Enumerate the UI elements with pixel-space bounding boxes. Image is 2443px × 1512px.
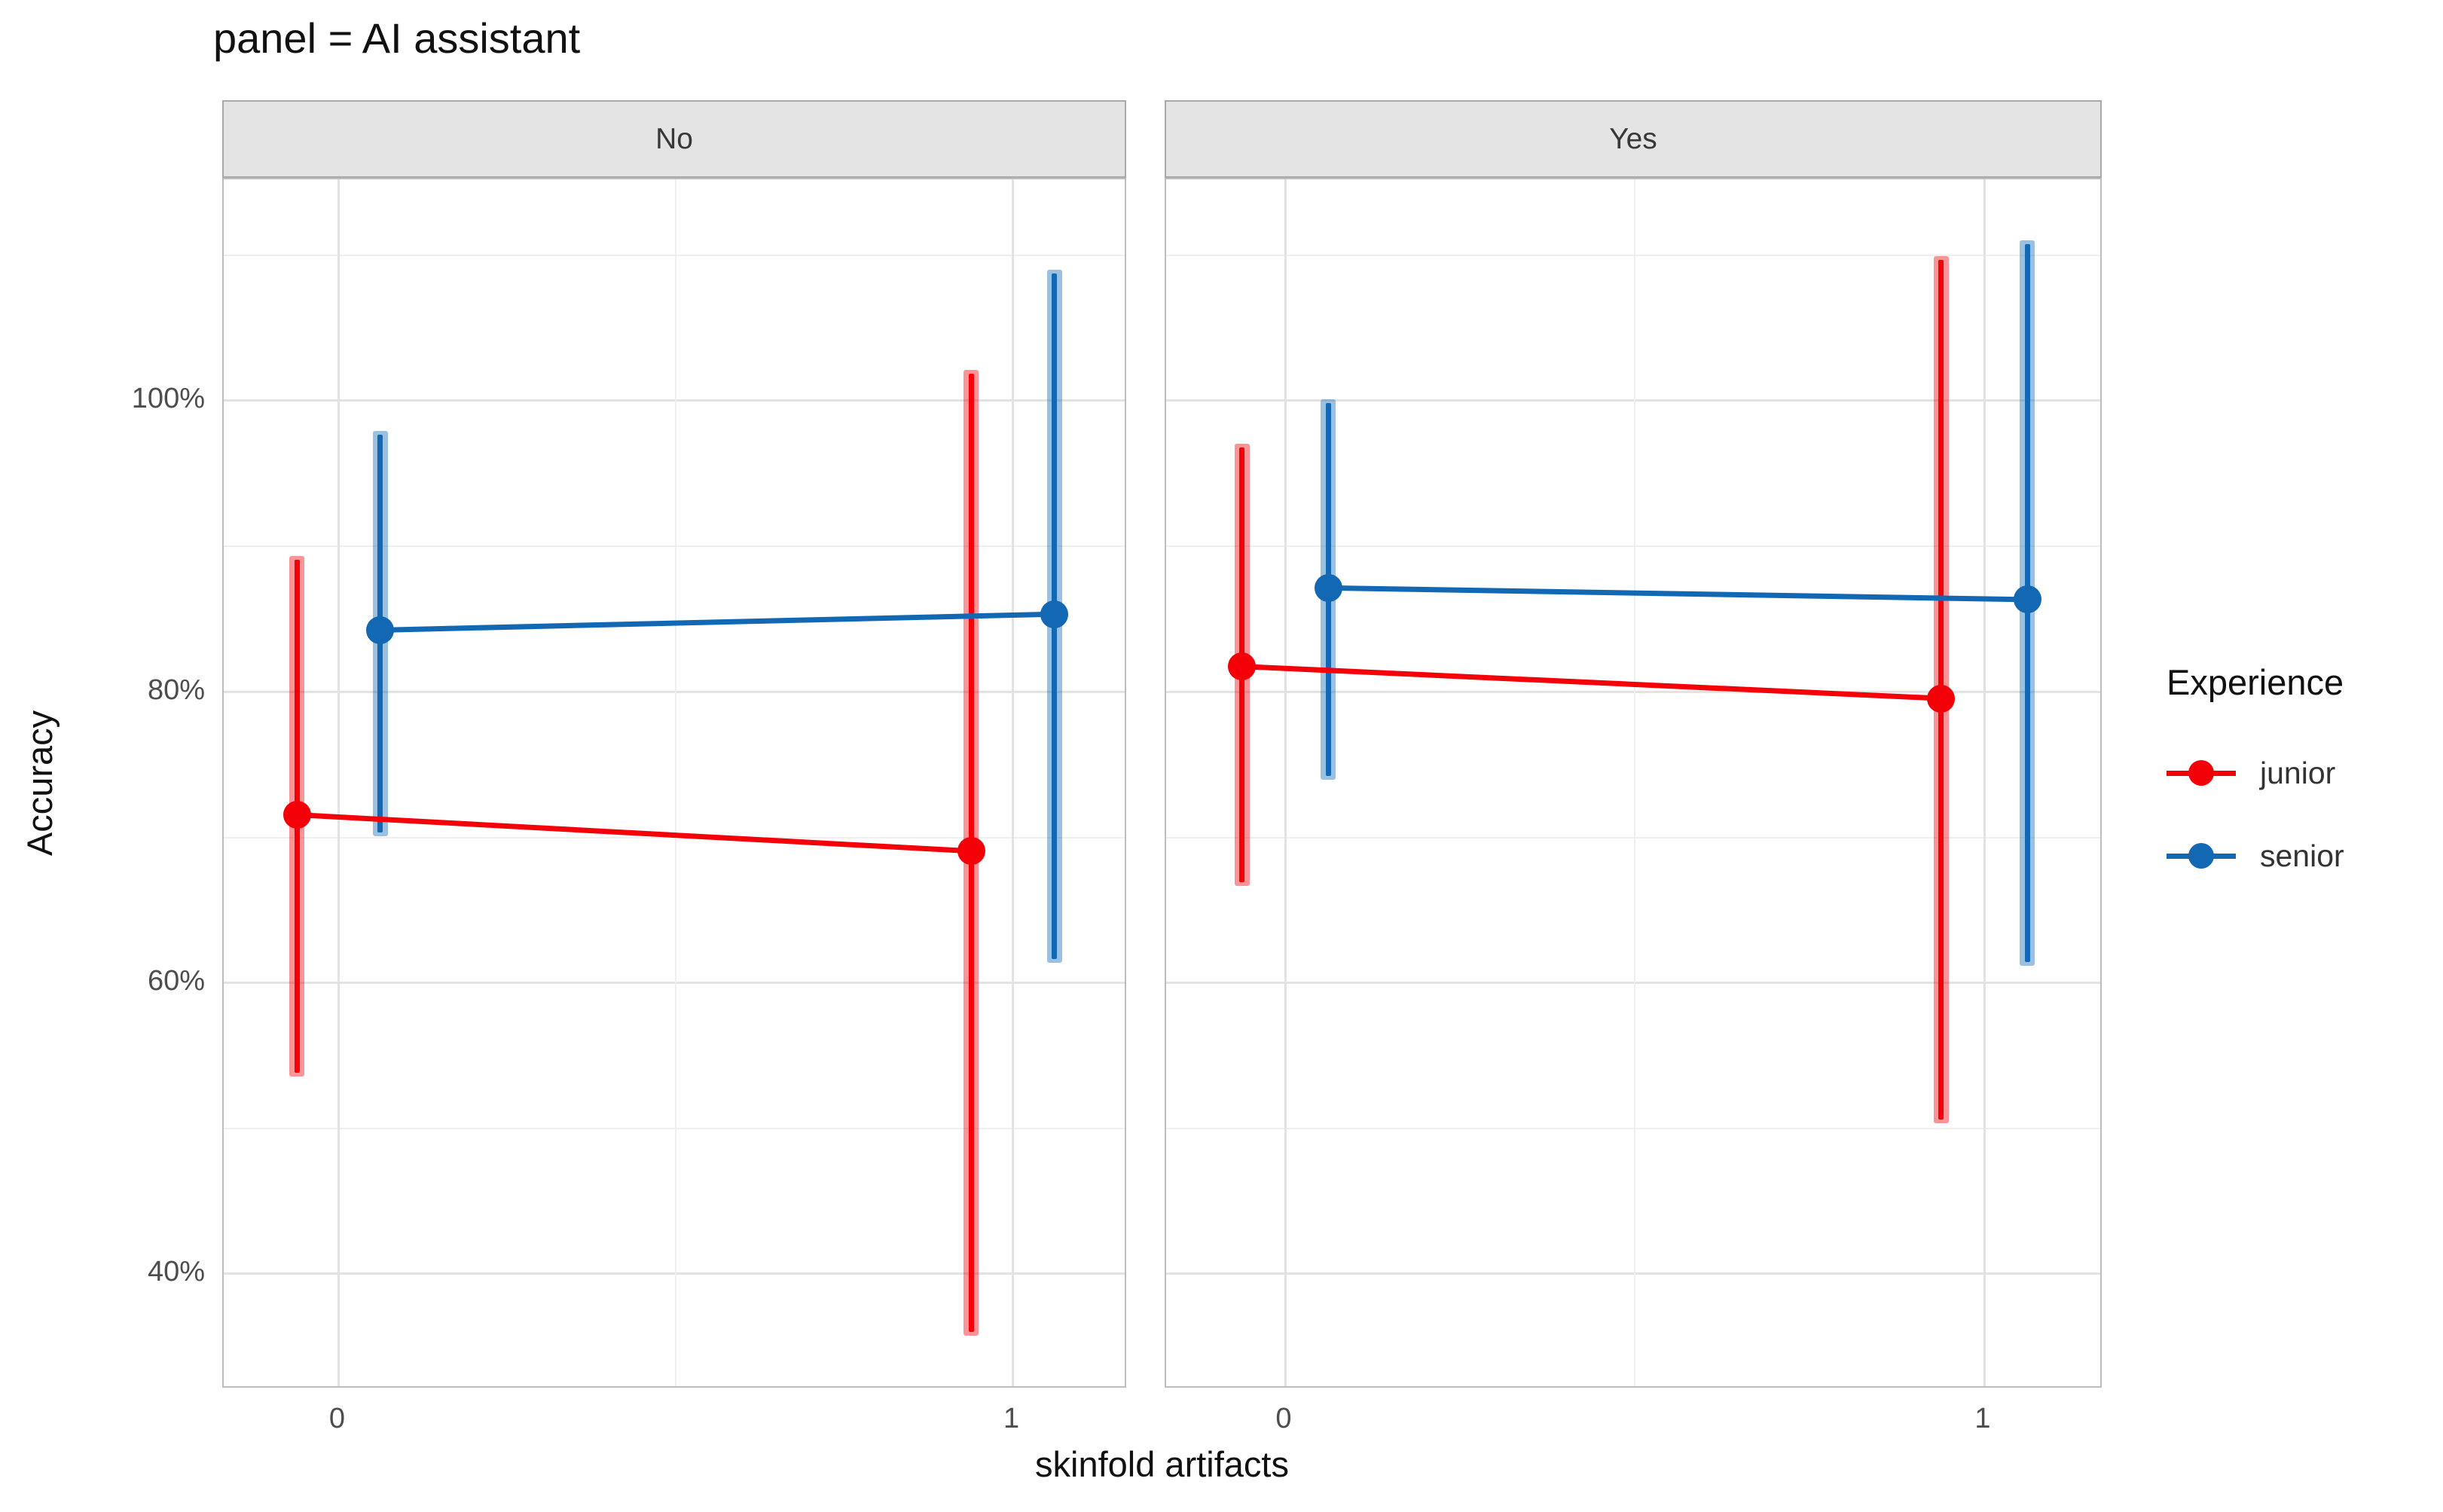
legend: Experience junior senior	[2167, 661, 2344, 912]
mean-point-junior	[1927, 684, 1956, 713]
gridline-minor	[1634, 179, 1635, 1386]
gridline-major	[224, 1272, 1125, 1275]
x-tick-label: 0	[328, 1403, 345, 1434]
legend-key-senior	[2167, 841, 2236, 871]
y-axis-title-text: Accuracy	[20, 710, 60, 856]
trend-line-junior	[297, 812, 972, 854]
trend-line-senior	[1328, 585, 2028, 603]
legend-entry-junior: junior	[2167, 747, 2344, 799]
gridline-major	[337, 179, 340, 1386]
y-tick-label: 80%	[147, 674, 205, 706]
gridline-minor	[224, 255, 1125, 257]
legend-label: senior	[2260, 838, 2344, 873]
gridline-major	[224, 399, 1125, 402]
facet-strip-yes: Yes	[1165, 100, 2102, 178]
gridline-minor	[224, 1127, 1125, 1129]
mean-point-junior	[1228, 652, 1257, 681]
gridline-major	[1166, 690, 2100, 693]
gridline-minor	[675, 179, 676, 1386]
legend-entry-senior: senior	[2167, 829, 2344, 882]
legend-point-icon	[2188, 843, 2214, 869]
y-tick-label: 100%	[131, 383, 205, 415]
trend-line-senior	[380, 611, 1055, 633]
mean-point-senior	[366, 615, 395, 644]
x-axis-title: skinfold artifacts	[1035, 1444, 1289, 1484]
gridline-major	[1166, 1272, 2100, 1275]
connector-lines	[297, 611, 1055, 854]
trend-line-junior	[1241, 664, 1941, 701]
mean-point-senior	[1314, 573, 1342, 602]
gridline-major	[1983, 179, 1986, 1386]
y-axis-title: Accuracy	[6, 178, 74, 1388]
panel-yes	[1165, 178, 2102, 1388]
x-tick-label: 1	[1974, 1403, 1991, 1434]
y-tick-label: 40%	[147, 1255, 205, 1287]
mean-point-senior	[1040, 600, 1069, 628]
gridline-major	[224, 981, 1125, 984]
x-tick-label: 1	[1003, 1403, 1020, 1434]
gridline-minor	[1166, 1127, 2100, 1129]
facet-strip-no: No	[222, 100, 1126, 178]
legend-label: junior	[2260, 755, 2336, 790]
legend-point-icon	[2188, 760, 2214, 786]
gridline-minor	[1166, 255, 2100, 257]
legend-title: Experience	[2167, 662, 2344, 702]
mean-point-senior	[2013, 585, 2041, 614]
panel-no	[222, 178, 1126, 1388]
gridline-minor	[1166, 836, 2100, 838]
mean-point-junior	[282, 801, 311, 829]
gridline-major	[224, 690, 1125, 693]
connector-lines	[1241, 585, 2028, 701]
gridline-major	[1284, 179, 1287, 1386]
x-tick-label: 0	[1275, 1403, 1292, 1434]
y-tick-label: 60%	[147, 964, 205, 997]
mean-point-junior	[957, 837, 985, 866]
plot-title: panel = AI assistant	[213, 14, 581, 62]
gridline-minor	[1166, 545, 2100, 548]
gridline-minor	[224, 545, 1125, 548]
gridline-major	[1166, 399, 2100, 402]
gridline-major	[1166, 981, 2100, 984]
gridline-major	[1012, 179, 1015, 1386]
legend-key-junior	[2167, 758, 2236, 788]
